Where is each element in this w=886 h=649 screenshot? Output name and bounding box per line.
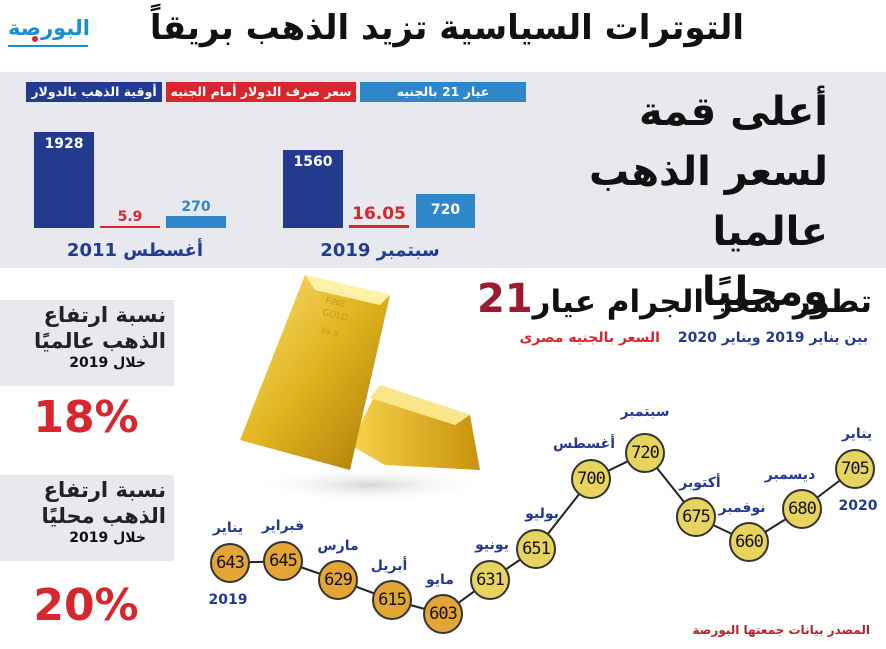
data-point-node: 700 (571, 459, 611, 499)
month-label: يناير (212, 520, 244, 536)
data-point-node: 645 (263, 541, 303, 581)
data-point-node: 643 (210, 543, 250, 583)
evolution-title-number: 21 (477, 276, 533, 322)
peak-comparison-panel: عيار 21 بالجنيه سعر صرف الدولار أمام الج… (0, 72, 886, 315)
legend-ounce-usd: أوقية الذهب بالدولار (26, 82, 162, 102)
month-label: أغسطس (552, 436, 616, 452)
month-label: مايو (426, 572, 454, 588)
bar-value: 1560 (293, 154, 333, 170)
month-label: أكتوبر (679, 475, 721, 491)
stat-title: نسبة ارتفاع (43, 303, 166, 327)
data-point-node: 660 (729, 522, 769, 562)
month-label: نوفمبر (718, 500, 766, 516)
month-label: أبريل (370, 558, 408, 574)
logo-underline (8, 45, 88, 47)
data-point-node: 705 (835, 449, 875, 489)
bar-2019-ounce: 1560 (283, 150, 343, 228)
legend-usd-egp: سعر صرف الدولار أمام الجنيه (166, 82, 356, 102)
stat-local-value: 20% (33, 580, 139, 631)
data-point-node: 603 (423, 594, 463, 634)
bar-value: 720 (430, 202, 461, 218)
logo: البورصة (6, 14, 91, 48)
headline-line: عالميا ومحليًا (701, 209, 828, 315)
stat-period: خلال 2019 (69, 355, 146, 371)
bar-2019-karat21: 720 (416, 194, 475, 228)
month-label: ديسمبر (764, 467, 816, 483)
stat-title: نسبة ارتفاع (43, 478, 166, 502)
month-label: مارس (317, 538, 359, 554)
period-label-2019: سبتمبر 2019 (320, 240, 440, 261)
stat-global-box: نسبة ارتفاع الذهب عالميًا خلال 2019 (0, 300, 174, 386)
data-point-node: 720 (625, 433, 665, 473)
page-title: التوترات السياسية تزيد الذهب بريقاً (149, 8, 744, 48)
data-point-node: 680 (782, 489, 822, 529)
stat-title: الذهب عالميًا (34, 329, 166, 353)
logo-dot-icon (32, 36, 38, 42)
legend-karat21: عيار 21 بالجنيه (360, 82, 526, 102)
bar-value: 5.9 (117, 209, 143, 225)
headline-line: أعلى قمة (638, 89, 828, 135)
year-label-end: 2020 (838, 498, 878, 514)
peak-headline: أعلى قمة لسعر الذهب عالميا ومحليًا (578, 82, 828, 322)
bar-value: 16.05 (352, 204, 406, 224)
bar-2019-usd: 16.05 (349, 204, 409, 228)
data-point-node: 675 (676, 497, 716, 537)
evolution-unit: السعر بالجنيه مصرى (519, 330, 660, 346)
year-label-start: 2019 (208, 592, 248, 608)
gold-bars-image: FINE GOLD 99.9 (240, 275, 490, 503)
month-label: سبتمبر (620, 404, 670, 420)
period-label-2011: أغسطس 2011 (66, 240, 204, 261)
month-label: فبراير (261, 518, 305, 534)
month-label: يونيو (475, 537, 509, 553)
data-point-node: 631 (470, 560, 510, 600)
evolution-range: بين يناير 2019 ويناير 2020 (677, 330, 868, 346)
data-point-node: 615 (372, 580, 412, 620)
stat-period: خلال 2019 (69, 530, 146, 546)
bar-2011-ounce: 1928 (34, 132, 94, 228)
bar-2011-karat21: 270 (166, 199, 226, 228)
bar-2011-usd: 5.9 (100, 209, 160, 228)
month-label: يوليو (525, 506, 559, 522)
stat-local-box: نسبة ارتفاع الذهب محليًا خلال 2019 (0, 475, 174, 561)
stat-title: الذهب محليًا (41, 504, 166, 528)
month-label: يناير (841, 426, 873, 442)
stat-global-value: 18% (33, 392, 139, 443)
svg-text:FINE: FINE (324, 296, 346, 310)
bar-value: 1928 (44, 136, 84, 152)
source-note: المصدر بيانات جمعتها البورصة (692, 623, 870, 637)
headline-line: لسعر الذهب (588, 149, 828, 195)
evolution-title-text: تطور سعر الجرام عيار (532, 284, 872, 320)
data-point-node: 629 (318, 560, 358, 600)
evolution-subtitle: بين يناير 2019 ويناير 2020 السعر بالجنيه … (519, 330, 868, 346)
logo-text: البورصة (8, 16, 91, 40)
svg-text:99.9: 99.9 (320, 326, 339, 339)
bar-value: 270 (181, 199, 211, 215)
header: البورصة التوترات السياسية تزيد الذهب بري… (0, 0, 886, 72)
data-point-node: 651 (516, 529, 556, 569)
evolution-title: تطور سعر الجرام عيار21 (477, 276, 872, 322)
